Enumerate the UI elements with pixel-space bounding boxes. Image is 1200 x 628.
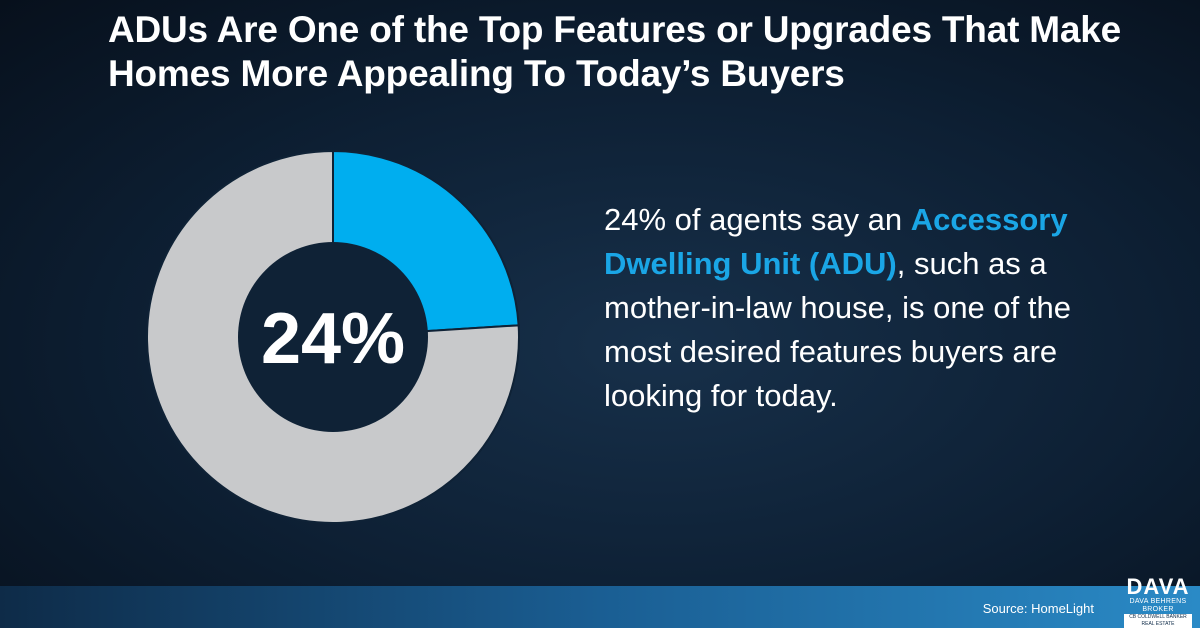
logo-role: BROKER	[1142, 606, 1174, 613]
logo-wordmark: DAVA	[1126, 574, 1190, 599]
source-label: Source: HomeLight	[982, 601, 1094, 616]
donut-chart: 24%	[146, 150, 520, 524]
logo-name: DAVA BEHRENS	[1129, 598, 1187, 605]
description-highlight: Accessory Dwelling Unit (ADU)	[604, 202, 1068, 281]
brand-logo: DAVA DAVA BEHRENS BROKER CB COLDWELL BAN…	[1124, 574, 1192, 628]
donut-hole	[238, 242, 428, 432]
description-text: 24% of agents say an Accessory Dwelling …	[604, 198, 1124, 418]
page-title: ADUs Are One of the Top Features or Upgr…	[108, 9, 1122, 94]
footer-bar	[0, 586, 1200, 628]
description-part1: 24% of agents say an	[604, 202, 911, 237]
donut-center-label: 24%	[261, 299, 405, 379]
logo-company: CB COLDWELL BANKER REAL ESTATE	[1124, 614, 1192, 628]
description-part2: , such as a mother-in-law house, is one …	[604, 246, 1071, 413]
